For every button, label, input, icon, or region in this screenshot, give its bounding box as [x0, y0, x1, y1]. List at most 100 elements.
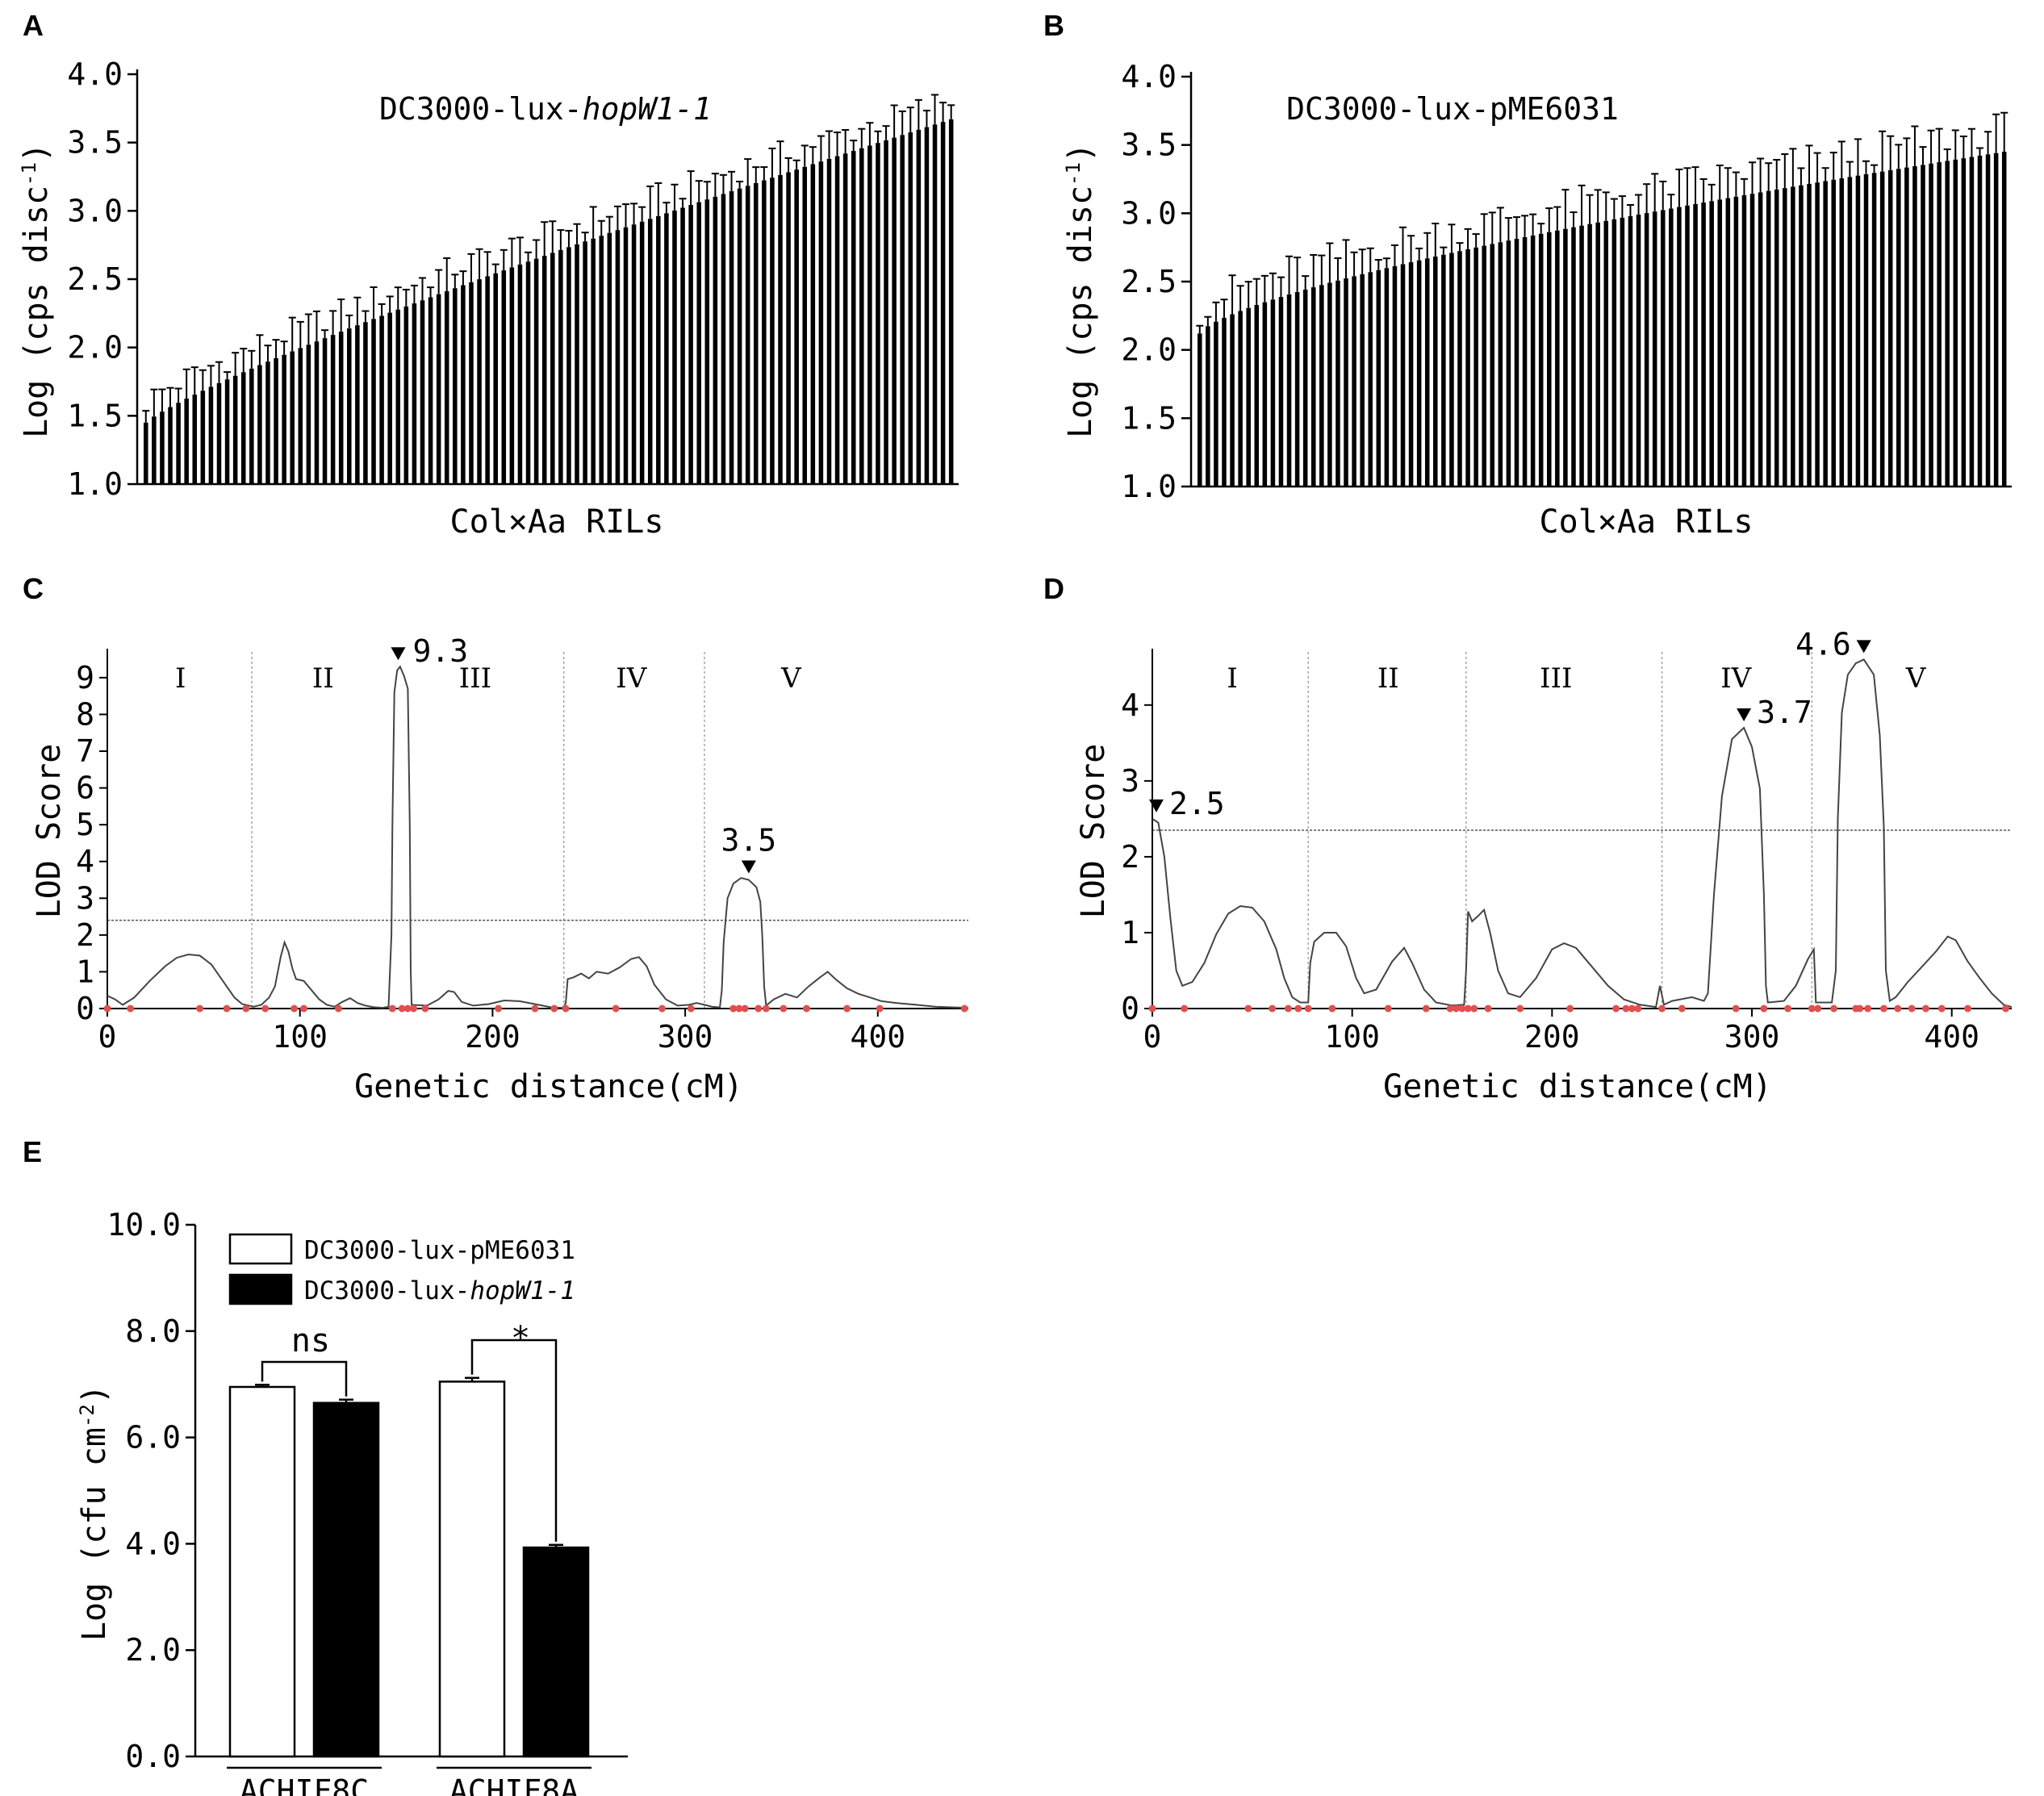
- marker-point: [495, 1005, 503, 1013]
- marker-point: [1470, 1005, 1478, 1013]
- bar: [1498, 242, 1503, 487]
- bar: [1449, 253, 1454, 487]
- y-tick-label: 1.5: [1121, 400, 1177, 436]
- panel-a-ylabel-end: ): [18, 143, 55, 162]
- panel-a-ylabel-sup: -1: [18, 162, 40, 186]
- bar: [469, 282, 474, 484]
- bar: [1717, 199, 1723, 487]
- bar: [1522, 236, 1528, 487]
- bar: [802, 166, 808, 485]
- panel-e-ylabel-end: ): [76, 1385, 113, 1404]
- bar: [672, 210, 677, 484]
- y-tick-label: 9: [76, 660, 94, 695]
- bar: [168, 407, 173, 484]
- marker-point: [1760, 1005, 1768, 1013]
- marker-point: [1634, 1005, 1642, 1013]
- peak-marker: [741, 860, 756, 874]
- bar: [1563, 228, 1568, 487]
- bar: [1766, 190, 1771, 487]
- bar: [1758, 192, 1763, 487]
- bar: [1628, 215, 1633, 487]
- bar: [794, 169, 799, 484]
- marker-point: [403, 1005, 412, 1013]
- bar: [1302, 289, 1308, 487]
- x-tick-label: 400: [850, 1019, 905, 1055]
- peak-marker: [1148, 799, 1164, 812]
- chromosome-label: II: [312, 662, 334, 695]
- y-tick-label: 2: [1121, 839, 1139, 875]
- bar: [1611, 219, 1617, 487]
- bar: [298, 348, 303, 484]
- panel-a-plot: 1.0 1.5 2.0 2.5 3.0 3.5 4.0: [67, 56, 959, 502]
- y-tick-label: 6.0: [125, 1420, 181, 1456]
- panel-a: A DC3000-lux-hopW1-1 Col×Aa RILs Log (cp…: [18, 9, 959, 541]
- bar: [810, 164, 816, 484]
- bar: [1879, 171, 1885, 487]
- marker-point: [1484, 1005, 1492, 1013]
- bar: [1530, 235, 1536, 487]
- bar: [1238, 311, 1243, 487]
- bar: [347, 328, 352, 484]
- y-tick-label: 7: [76, 733, 94, 769]
- marker-point: [299, 1005, 307, 1013]
- marker-point: [562, 1005, 570, 1013]
- marker-point: [1937, 1005, 1946, 1013]
- marker-point: [843, 1005, 851, 1013]
- panel-a-title: DC3000-lux-hopW1-1: [379, 91, 712, 127]
- bar: [851, 150, 856, 484]
- marker-point: [780, 1005, 788, 1013]
- bar: [1538, 233, 1544, 487]
- marker-point: [398, 1005, 406, 1013]
- marker-point: [1784, 1005, 1792, 1013]
- marker-point: [1964, 1005, 1972, 1013]
- legend-label-black-prefix: DC3000-lux-: [304, 1276, 470, 1305]
- legend-swatch-black: [228, 1273, 293, 1305]
- bar: [216, 382, 222, 484]
- bar: [509, 267, 515, 484]
- bar: [908, 132, 913, 484]
- marker-point: [1464, 1005, 1472, 1013]
- marker-point: [1922, 1005, 1929, 1013]
- marker-point: [1894, 1005, 1902, 1013]
- bar: [1953, 159, 1958, 487]
- bar: [1603, 220, 1609, 487]
- panel-a-xlabel: Col×Aa RILs: [450, 503, 664, 541]
- bar: [1441, 254, 1446, 487]
- legend-swatch-white: [228, 1233, 293, 1265]
- bar: [208, 386, 214, 484]
- marker-point: [1732, 1005, 1740, 1013]
- bar: [1230, 314, 1235, 487]
- panel-d: D Genetic distance(cM) LOD Score 0 1 2 3 4 0 1…: [1043, 572, 2013, 1105]
- y-tick-label: 3: [76, 880, 94, 916]
- bar: [501, 270, 507, 484]
- panel-b-plot: 1.0 1.5 2.0 2.5 3.0 3.5 4.0: [1121, 59, 2012, 504]
- marker-point: [1678, 1005, 1686, 1013]
- bar: [371, 319, 376, 484]
- bar: [160, 411, 165, 484]
- y-tick-label: 3: [1121, 763, 1139, 799]
- panel-b-xlabel: Col×Aa RILs: [1540, 503, 1753, 541]
- y-tick-label: 1.0: [1121, 469, 1177, 504]
- bar: [240, 372, 246, 484]
- bar: [1961, 158, 1967, 487]
- bar: [306, 345, 311, 484]
- bar: [522, 1546, 590, 1758]
- marker-point: [291, 1005, 299, 1013]
- panel-letter-b: B: [1043, 9, 1064, 42]
- bar: [1246, 307, 1251, 487]
- bar: [1514, 239, 1519, 487]
- panel-letter-d: D: [1043, 572, 1064, 605]
- bar: [1384, 268, 1390, 487]
- bar: [1490, 244, 1495, 487]
- chromosome-label: IV: [1720, 662, 1752, 695]
- bar: [1506, 240, 1511, 487]
- y-tick-label: 1.5: [67, 398, 123, 433]
- bar: [1969, 157, 1975, 487]
- peak-label: 9.3: [412, 633, 468, 669]
- bar: [1352, 276, 1356, 487]
- y-tick-label: 4: [76, 844, 94, 879]
- peak-label: 3.5: [721, 823, 777, 858]
- bar: [379, 315, 384, 484]
- panel-e-ylabel-sup: -2: [76, 1404, 98, 1427]
